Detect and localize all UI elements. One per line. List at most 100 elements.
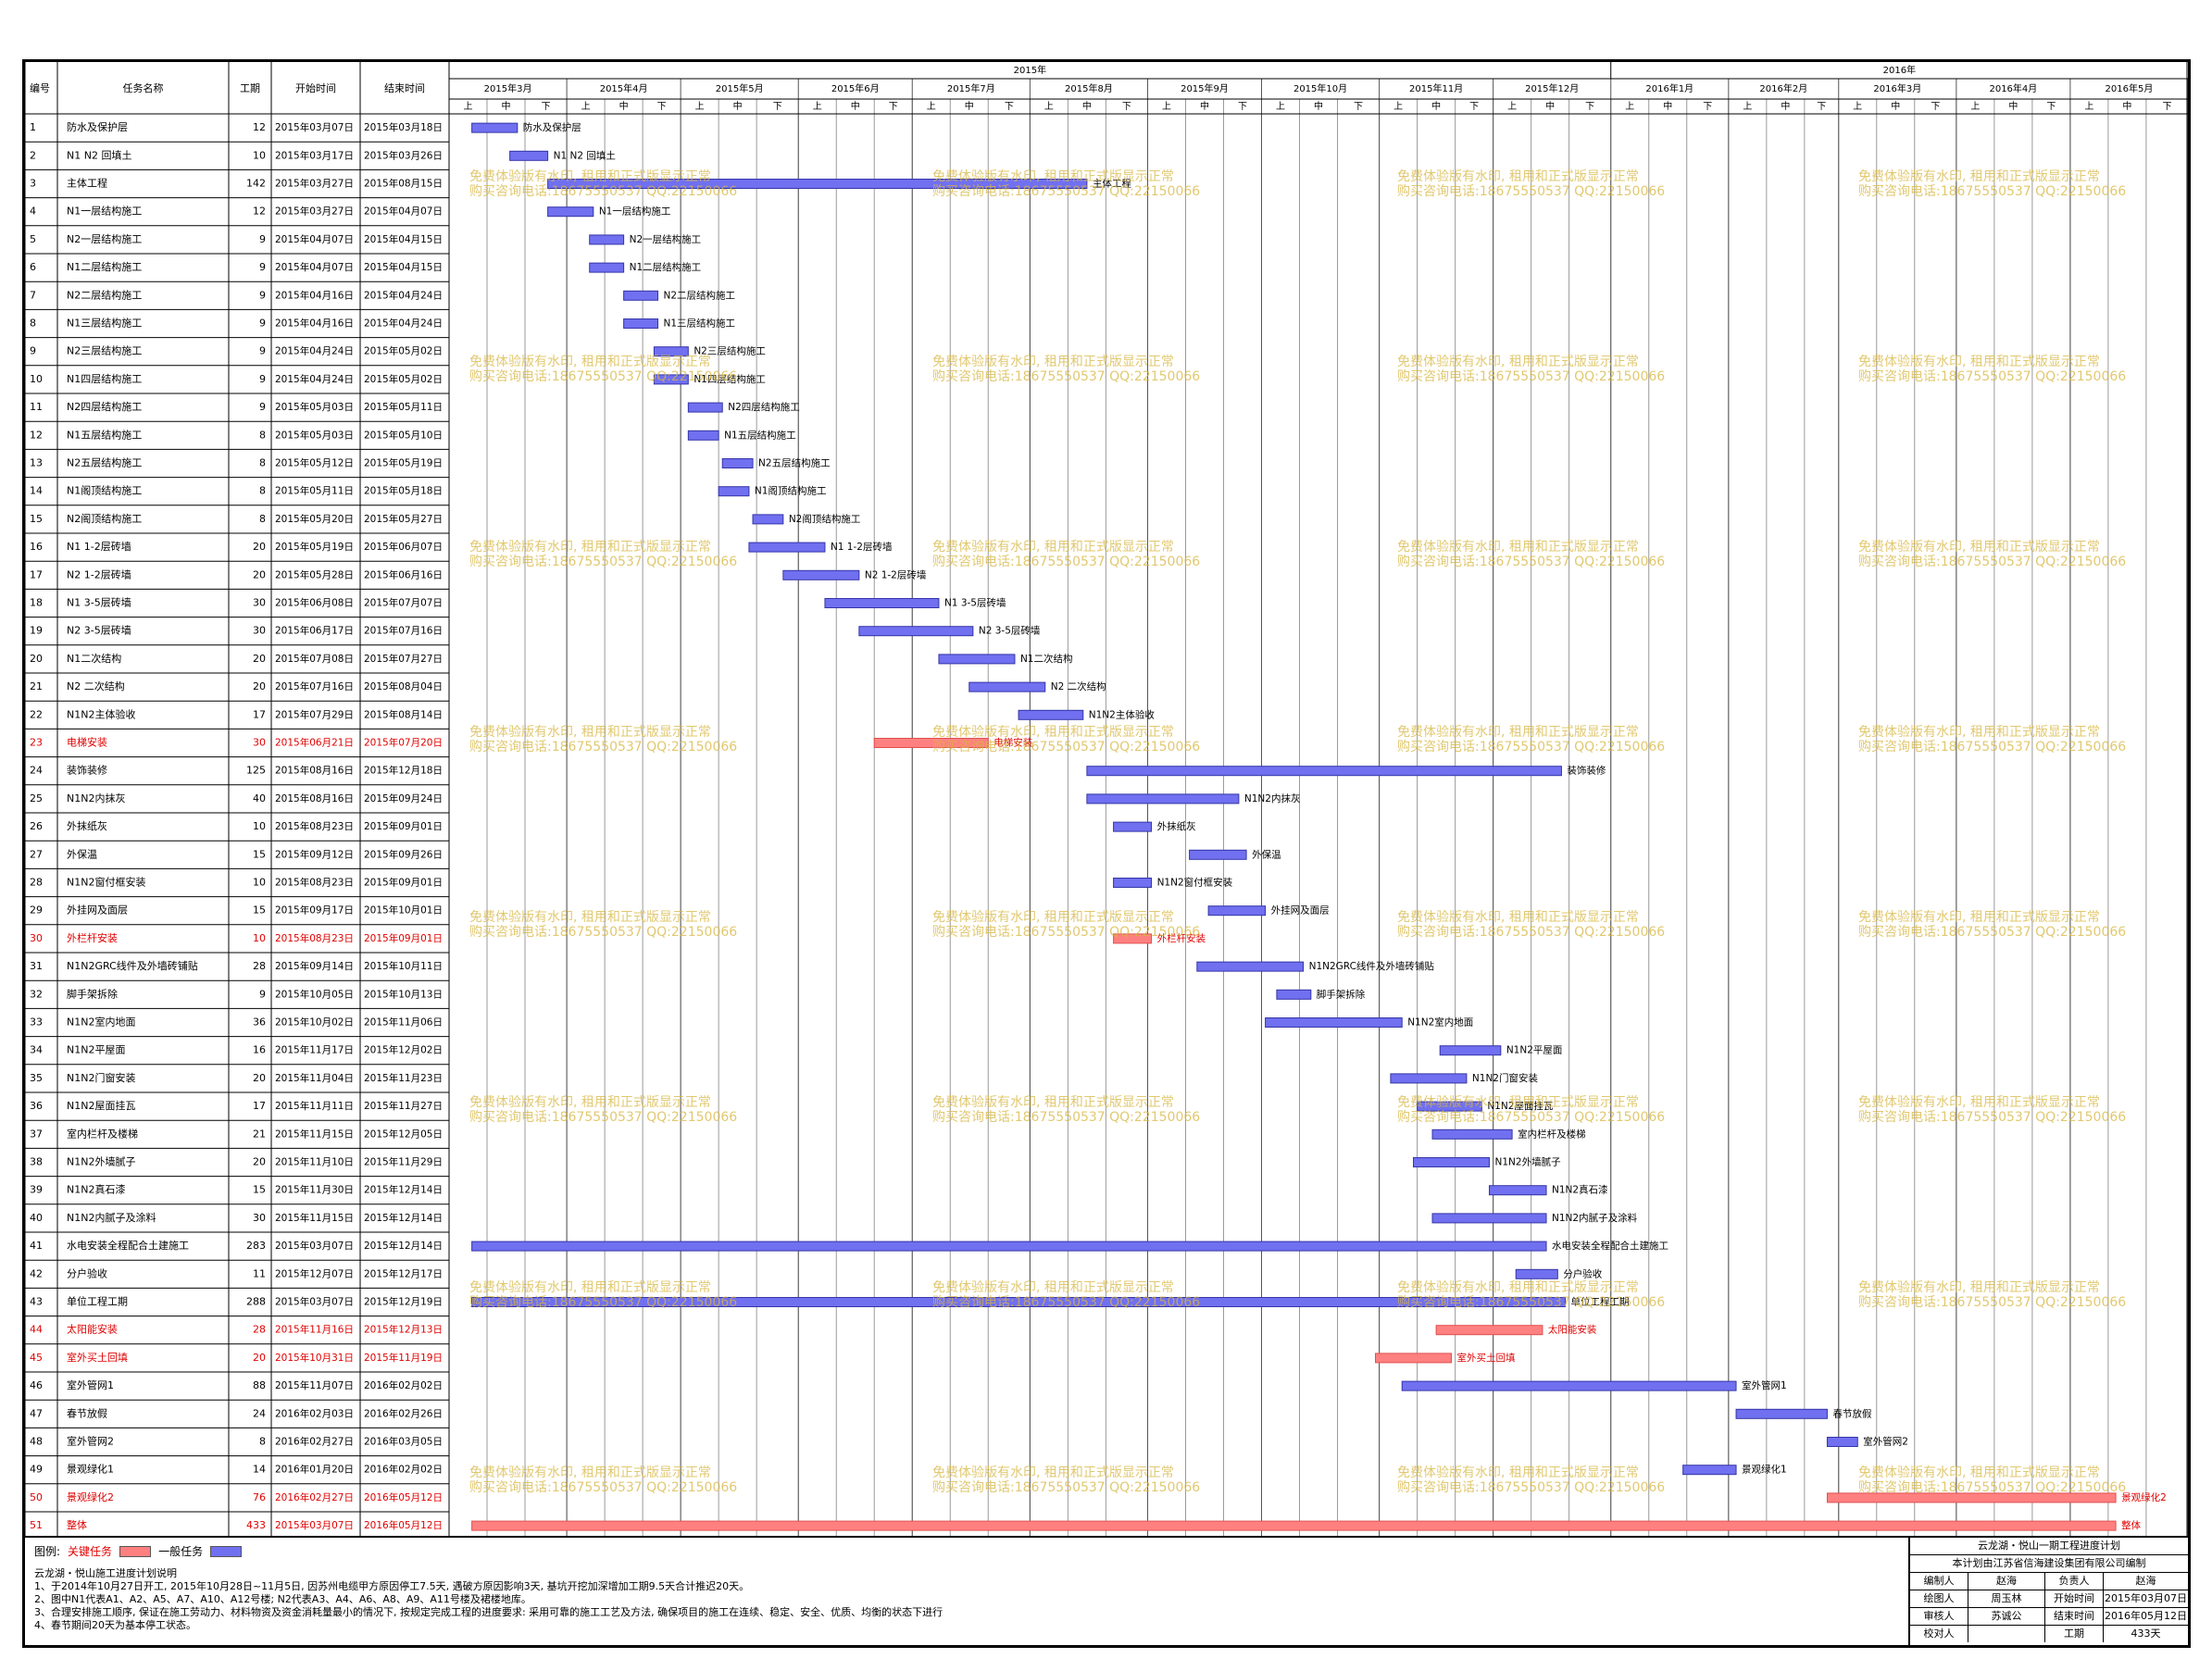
dekad-label: 上 bbox=[927, 101, 936, 112]
notes-line: 3、合理安排施工顺序, 保证在施工劳动力、材料物资及资金消耗量最小的情况下, 按… bbox=[34, 1606, 944, 1618]
task-bar bbox=[1196, 961, 1305, 972]
info-row: 校对人 工期 433天 bbox=[1910, 1626, 2188, 1642]
info-value bbox=[1968, 1626, 2045, 1642]
info-value: 赵海 bbox=[1968, 1573, 2045, 1590]
task-name: 室外管网2 bbox=[67, 1435, 114, 1448]
task-name: 室内栏杆及楼梯 bbox=[67, 1127, 138, 1140]
month-label: 2016年4月 bbox=[1989, 82, 2037, 94]
legend-normal-label: 一般任务 bbox=[158, 1545, 204, 1558]
task-end: 2015年05月02日 bbox=[364, 345, 443, 357]
task-bar bbox=[969, 681, 1046, 692]
task-name: N1 1-2层砖墙 bbox=[67, 540, 131, 553]
task-start: 2015年04月24日 bbox=[275, 373, 354, 385]
task-end: 2015年11月29日 bbox=[364, 1156, 443, 1168]
task-duration: 9 bbox=[259, 345, 266, 357]
task-bar bbox=[1265, 1017, 1403, 1028]
task-id: 35 bbox=[30, 1072, 43, 1084]
task-id: 33 bbox=[30, 1016, 43, 1029]
task-bar-label: N2五层结构施工 bbox=[758, 457, 831, 469]
task-name: 分户验收 bbox=[67, 1266, 107, 1279]
schedule-notes: 云龙湖・悦山施工进度计划说明 1、于2014年10月27日开工, 2015年10… bbox=[34, 1567, 1229, 1632]
task-start: 2015年03月27日 bbox=[275, 206, 354, 218]
task-bar bbox=[1439, 1045, 1502, 1056]
task-bar-label: N1N2室内地面 bbox=[1407, 1016, 1473, 1029]
dekad-label: 上 bbox=[581, 101, 591, 112]
month-label: 2015年10月 bbox=[1293, 82, 1347, 94]
task-bar-label: N1四层结构施工 bbox=[694, 373, 766, 385]
task-duration: 30 bbox=[253, 625, 266, 637]
task-duration: 28 bbox=[253, 960, 266, 972]
task-bar bbox=[748, 542, 826, 553]
task-duration: 15 bbox=[253, 904, 266, 917]
task-duration: 16 bbox=[253, 1044, 266, 1056]
task-name: 景观绿化1 bbox=[67, 1463, 114, 1476]
task-end: 2015年11月06日 bbox=[364, 1016, 443, 1029]
task-bar-label: 春节放假 bbox=[1832, 1407, 1871, 1419]
task-bar bbox=[1276, 989, 1312, 1000]
task-duration: 8 bbox=[259, 429, 266, 441]
task-name: N2三层结构施工 bbox=[67, 344, 142, 357]
task-id: 16 bbox=[30, 541, 43, 553]
task-bar bbox=[938, 654, 1016, 665]
task-start: 2015年09月14日 bbox=[275, 960, 354, 972]
task-id: 5 bbox=[30, 233, 36, 245]
task-bar-label: N1N2窗付框安装 bbox=[1157, 877, 1233, 889]
task-name: 装饰装修 bbox=[67, 764, 107, 777]
month-label: 2015年3月 bbox=[484, 82, 532, 94]
dekad-label: 中 bbox=[1431, 100, 1441, 112]
task-id: 6 bbox=[30, 261, 36, 273]
info-key: 负责人 bbox=[2045, 1573, 2104, 1590]
task-id: 11 bbox=[30, 401, 43, 413]
task-id: 27 bbox=[30, 848, 43, 860]
task-end: 2015年06月16日 bbox=[364, 568, 443, 580]
task-name: N2五层结构施工 bbox=[67, 456, 142, 469]
task-duration: 288 bbox=[246, 1296, 266, 1308]
task-end: 2015年12月18日 bbox=[364, 765, 443, 777]
task-name: N2一层结构施工 bbox=[67, 232, 142, 245]
task-end: 2015年05月27日 bbox=[364, 513, 443, 525]
task-end: 2015年04月07日 bbox=[364, 206, 443, 218]
task-start: 2015年06月21日 bbox=[275, 737, 354, 749]
task-id: 37 bbox=[30, 1128, 43, 1140]
dekad-label: 下 bbox=[1238, 102, 1247, 112]
task-bar-label: 外挂网及面层 bbox=[1271, 904, 1330, 917]
task-end: 2015年12月14日 bbox=[364, 1212, 443, 1224]
task-start: 2015年03月07日 bbox=[275, 1519, 354, 1531]
dekad-label: 下 bbox=[773, 102, 782, 112]
legend-critical-label: 关键任务 bbox=[68, 1545, 113, 1558]
task-bar-label: N1二次结构 bbox=[1020, 653, 1073, 665]
task-start: 2015年10月31日 bbox=[275, 1352, 354, 1364]
month-label: 2015年12月 bbox=[1525, 82, 1579, 94]
info-row: 编制人 赵海 负责人 赵海 bbox=[1910, 1573, 2188, 1590]
task-id: 51 bbox=[30, 1519, 43, 1531]
month-label: 2016年1月 bbox=[1645, 82, 1693, 94]
task-duration: 9 bbox=[259, 261, 266, 273]
task-end: 2015年11月27日 bbox=[364, 1100, 443, 1112]
task-start: 2015年07月29日 bbox=[275, 708, 354, 720]
task-id: 41 bbox=[30, 1240, 43, 1252]
task-end: 2015年10月01日 bbox=[364, 904, 443, 917]
task-end: 2016年02月26日 bbox=[364, 1407, 443, 1419]
dekad-label: 上 bbox=[2084, 101, 2093, 112]
task-start: 2015年06月08日 bbox=[275, 597, 354, 609]
dekad-label: 中 bbox=[1781, 100, 1790, 112]
task-bar bbox=[1413, 1157, 1491, 1167]
task-duration: 30 bbox=[253, 737, 266, 749]
task-start: 2016年01月20日 bbox=[275, 1464, 354, 1476]
task-start: 2015年05月20日 bbox=[275, 513, 354, 525]
legend-critical-swatch bbox=[119, 1545, 152, 1557]
task-end: 2015年05月11日 bbox=[364, 401, 443, 413]
task-bar bbox=[1207, 905, 1267, 917]
task-duration: 20 bbox=[253, 680, 266, 692]
task-bar bbox=[824, 598, 940, 608]
plan-title: 云龙湖・悦山一期工程进度计划 bbox=[1910, 1538, 2188, 1555]
task-duration: 8 bbox=[259, 485, 266, 497]
task-bar-label: 水电安装全程配合土建施工 bbox=[1552, 1240, 1668, 1252]
task-start: 2015年05月03日 bbox=[275, 401, 354, 413]
task-end: 2015年09月24日 bbox=[364, 792, 443, 804]
task-duration: 8 bbox=[259, 1436, 266, 1448]
dekad-label: 中 bbox=[1545, 100, 1555, 112]
task-id: 3 bbox=[30, 178, 36, 190]
dekad-label: 中 bbox=[1891, 100, 1900, 112]
task-id: 38 bbox=[30, 1156, 43, 1168]
